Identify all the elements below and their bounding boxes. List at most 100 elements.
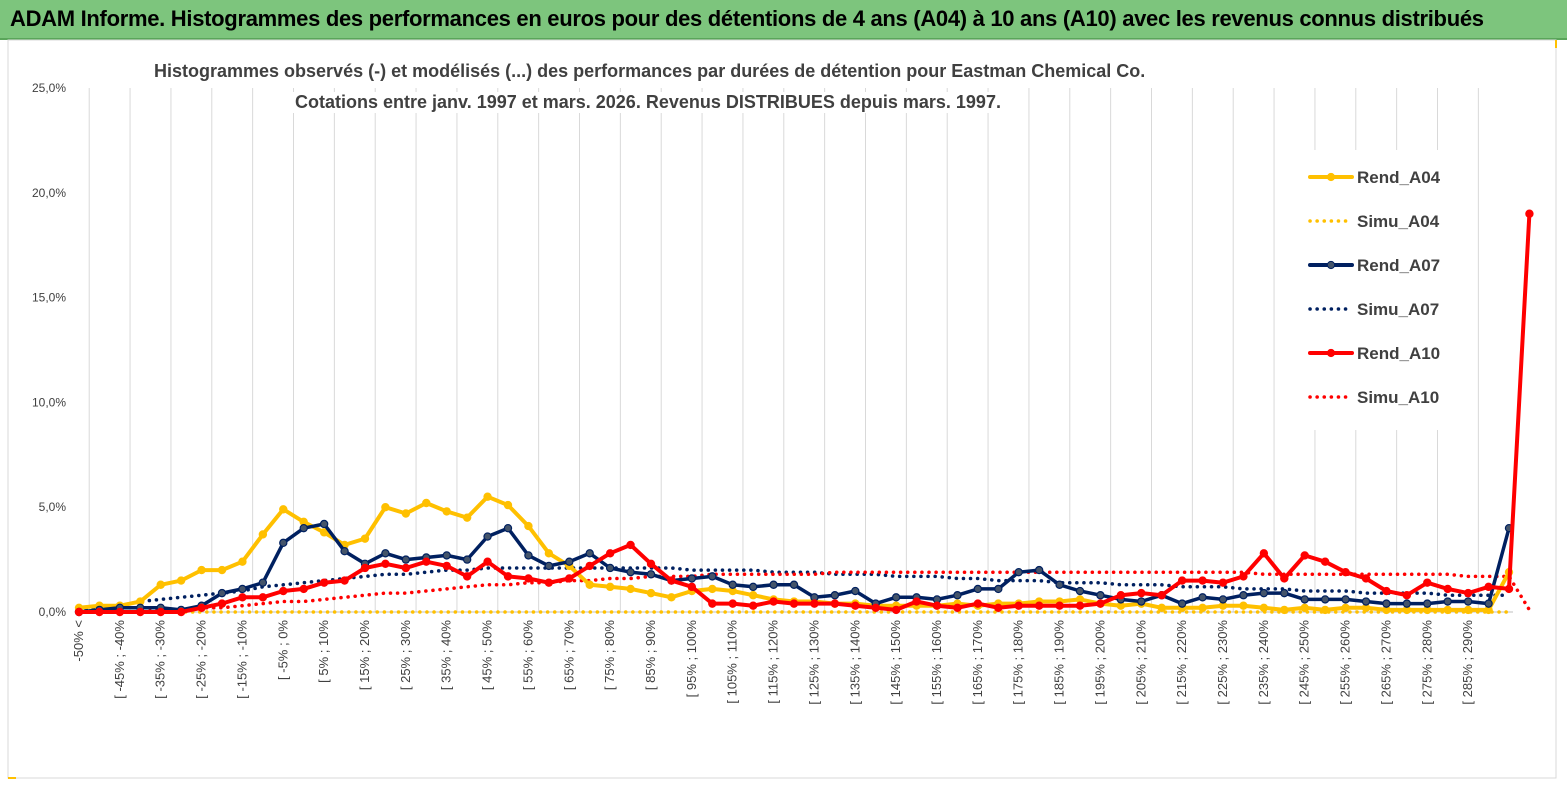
data-point xyxy=(973,584,983,594)
data-point xyxy=(1463,588,1473,598)
data-point xyxy=(1463,605,1473,615)
data-point xyxy=(667,576,676,585)
x-tick-label: [ 245% ; 250% xyxy=(1297,620,1312,705)
data-point xyxy=(1443,584,1452,594)
data-point xyxy=(197,565,206,575)
x-tick-label: [ 25% ; 30% xyxy=(398,620,413,691)
data-point xyxy=(1320,557,1330,566)
data-point xyxy=(1259,603,1269,613)
data-point xyxy=(1075,601,1085,610)
data-point xyxy=(912,597,921,606)
data-point xyxy=(1239,601,1248,610)
legend-label: Simu_A10 xyxy=(1357,388,1439,407)
data-point xyxy=(1259,588,1269,598)
x-tick-label: [ 215% ; 220% xyxy=(1174,620,1189,705)
x-tick-label: [ 145% ; 150% xyxy=(888,620,903,705)
data-point xyxy=(1239,572,1248,581)
data-point xyxy=(748,601,758,610)
data-point xyxy=(1341,603,1350,613)
x-tick-label: [ 65% ; 70% xyxy=(561,620,576,691)
y-tick-label: 15,0% xyxy=(32,291,66,305)
data-point xyxy=(769,597,778,606)
x-tick-label: [ 135% ; 140% xyxy=(847,620,862,705)
data-point xyxy=(1402,599,1412,608)
x-tick-label: [ 5% ; 10% xyxy=(316,620,331,683)
data-point xyxy=(1320,605,1330,615)
data-point xyxy=(1096,599,1105,608)
legend-label: Rend_A04 xyxy=(1357,168,1441,187)
data-point xyxy=(1034,601,1044,610)
data-point xyxy=(687,582,697,592)
data-point xyxy=(319,578,329,587)
data-point xyxy=(891,593,901,602)
data-point xyxy=(442,561,451,571)
data-point xyxy=(483,557,492,566)
data-point xyxy=(953,591,962,600)
data-point xyxy=(585,580,594,589)
x-tick-label: [ 165% ; 170% xyxy=(970,620,985,705)
x-tick-label: [ -35% ; -30% xyxy=(153,620,168,699)
data-point xyxy=(176,576,186,585)
data-point xyxy=(932,601,942,610)
x-tick-label: [ -45% ; -40% xyxy=(112,620,127,699)
data-point xyxy=(381,503,390,512)
data-point xyxy=(646,570,656,579)
data-point xyxy=(1300,595,1309,604)
data-point xyxy=(360,534,370,543)
data-point xyxy=(483,532,492,541)
x-tick-label: [ 285% ; 290% xyxy=(1460,620,1475,705)
chart-subtitle: Cotations entre janv. 1997 et mars. 2026… xyxy=(291,92,1005,113)
data-point xyxy=(1484,599,1493,608)
data-point xyxy=(115,607,125,617)
data-point xyxy=(585,549,594,558)
data-point xyxy=(1177,599,1187,608)
data-point xyxy=(299,584,308,594)
data-point xyxy=(708,599,717,608)
data-point xyxy=(1218,578,1228,587)
data-point xyxy=(1504,584,1514,594)
data-point xyxy=(973,599,983,608)
y-tick-label: 20,0% xyxy=(32,186,66,200)
legend-marker xyxy=(1326,260,1336,270)
data-point xyxy=(217,588,227,598)
data-point xyxy=(626,584,635,594)
data-point xyxy=(1075,586,1085,596)
data-point xyxy=(1055,580,1064,589)
data-point xyxy=(769,580,778,589)
data-point xyxy=(565,574,574,583)
data-point xyxy=(279,538,288,548)
x-tick-label: [ 255% ; 260% xyxy=(1338,620,1353,705)
x-tick-label: [ 125% ; 130% xyxy=(806,620,821,705)
x-tick-label: [ 205% ; 210% xyxy=(1133,620,1148,705)
data-point xyxy=(462,555,472,564)
y-tick-label: 10,0% xyxy=(32,395,66,409)
x-tick-label: [ 225% ; 230% xyxy=(1215,620,1230,705)
data-point xyxy=(748,591,758,600)
data-point xyxy=(1382,586,1391,596)
data-point xyxy=(544,578,554,587)
data-point xyxy=(1280,605,1289,615)
data-point xyxy=(1137,588,1146,598)
chart-frame xyxy=(7,39,1557,779)
data-point xyxy=(891,605,901,615)
data-point xyxy=(442,507,451,516)
data-point xyxy=(1382,599,1391,608)
data-point xyxy=(1423,578,1432,587)
series-line-simu_a10 xyxy=(77,570,1532,614)
data-point xyxy=(524,574,533,583)
data-point xyxy=(708,572,717,581)
data-point xyxy=(258,578,268,587)
data-point xyxy=(1300,603,1309,613)
data-point xyxy=(1198,576,1207,585)
data-point xyxy=(1157,603,1166,613)
x-tick-label: [ 175% ; 180% xyxy=(1011,620,1026,705)
data-point xyxy=(1300,551,1309,560)
legend-marker xyxy=(1326,172,1336,182)
data-point xyxy=(1177,576,1187,585)
data-point xyxy=(1198,593,1207,602)
data-point xyxy=(646,588,656,598)
report-title: ADAM Informe. Histogrammes des performan… xyxy=(10,6,1484,31)
data-point xyxy=(810,599,819,608)
data-point xyxy=(1361,574,1371,583)
